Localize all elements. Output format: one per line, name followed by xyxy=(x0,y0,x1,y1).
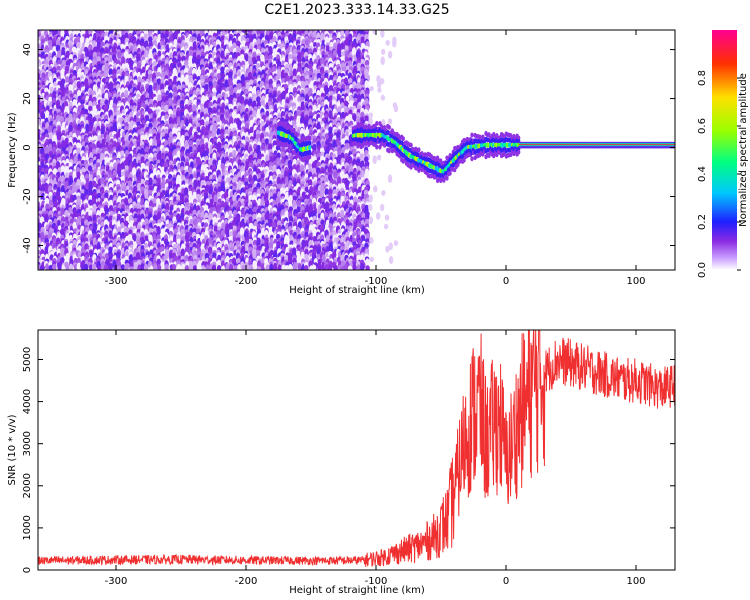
spectrogram-cell xyxy=(184,265,190,270)
spectrogram-cell xyxy=(76,262,82,270)
spectrogram-cell xyxy=(244,265,250,270)
spectrogram-cell xyxy=(76,178,81,188)
spectrogram-cell xyxy=(65,255,70,262)
figure-title: C2E1.2023.333.14.33.G25 xyxy=(264,2,449,18)
spectrogram-cell xyxy=(116,265,122,270)
spectrogram-cell xyxy=(228,210,233,216)
spectrogram-cell xyxy=(65,264,70,270)
spectrogram-cell xyxy=(256,266,261,270)
spectrogram-cell xyxy=(228,263,234,270)
spectrogram-cell xyxy=(159,246,165,253)
spectrogram-cell xyxy=(277,264,282,270)
spectrogram-cell xyxy=(180,263,186,270)
spectrogram-cell xyxy=(233,265,238,270)
spectrogram-cell xyxy=(129,266,134,270)
spectrogram-cell xyxy=(39,265,45,270)
spectrogram-cell xyxy=(80,99,85,105)
spectrogram-cell xyxy=(76,41,81,49)
spectrogram-cells xyxy=(38,30,675,270)
spectrogram-cell xyxy=(103,264,109,270)
spectrogram-cell xyxy=(171,263,177,270)
spectrogram-cell xyxy=(68,263,74,270)
spectrogram-cell xyxy=(120,150,125,156)
spectrogram-cell xyxy=(83,263,89,270)
spectrogram-cell xyxy=(57,264,62,270)
spectrogram-cell xyxy=(211,264,217,270)
spectrogram-cell xyxy=(52,263,57,270)
spectrogram-cell xyxy=(59,252,65,259)
spectrogram-cell xyxy=(271,66,277,73)
